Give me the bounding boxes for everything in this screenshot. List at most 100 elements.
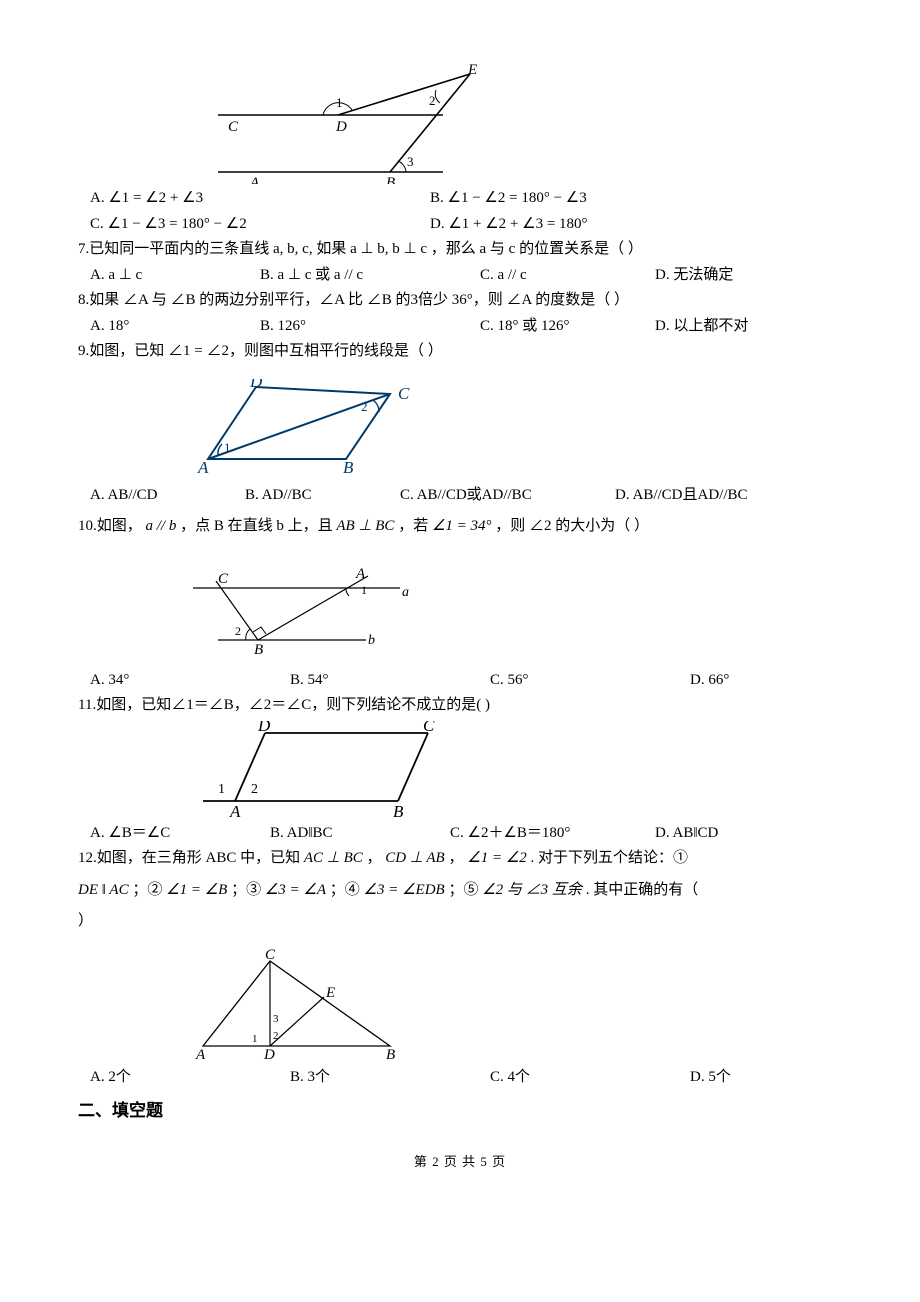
q10-rightangle [253,627,266,634]
label-e: E [467,64,477,78]
q12-s2: ， [367,850,382,866]
q7-optB: B. a ⊥ c 或 a // c [260,263,480,289]
q10-label-c: C [218,571,229,587]
q10-svg: C A B a b 1 2 [168,558,418,658]
q12-figure: 1 2 3 A B C D E [168,949,842,1061]
q11-ad [235,733,265,801]
q11-options: A. ∠B＝∠C B. AD‖BC C. ∠2＋∠B＝180° D. AB‖CD [78,821,842,847]
q9-label-c: C [398,384,410,403]
line-de [338,74,470,115]
q9-optB: B. AD//BC [245,483,400,509]
q12-s1: AC ⊥ BC [304,850,363,866]
q10-arc2 [246,629,250,640]
q7-optD: D. 无法确定 [655,263,733,289]
q12-l2-2: ∠1 = ∠B [166,882,227,898]
q6-optD: D. ∠1 + ∠2 + ∠3 = 180° [430,212,588,238]
q7-optA: A. a ⊥ c [90,263,260,289]
q10-figure: C A B a b 1 2 [168,558,842,658]
q6-optB: B. ∠1 − ∠2 = 180° − ∠3 [430,186,587,212]
q10-label-bline: b [368,633,375,648]
label-d: D [335,119,347,135]
q9-label-1: 1 [224,440,231,455]
q11-optC: C. ∠2＋∠B＝180° [450,821,655,847]
q7-optC: C. a // c [480,263,655,289]
q6-optA: A. ∠1 = ∠2 + ∠3 [90,186,430,212]
q10-options: A. 34° B. 54° C. 56° D. 66° [78,668,842,694]
q10-label-aline: a [402,585,409,600]
q12-l2-5: ；④ [330,882,364,898]
q12-l2-9: . 其中正确的有（ [586,882,699,898]
label-c: C [228,119,239,135]
q12-stem-l1: 12.如图，在三角形 ABC 中，已知 AC ⊥ BC ， CD ⊥ AB ， … [78,846,842,872]
q9-label-2: 2 [361,399,368,414]
q9-label-d: D [249,379,263,391]
arc2 [435,90,440,103]
q7-stem: 7.已知同一平面内的三条直线 a, b, c, 如果 a ⊥ b, b ⊥ c … [78,237,842,263]
q11-label-b: B [393,802,404,821]
q12-lb: B [386,1047,395,1061]
q11-stem: 11.如图，已知∠1＝∠B，∠2＝∠C，则下列结论不成立的是( ) [78,693,842,719]
q9-figure: D C A B 1 2 [168,379,842,475]
q11-label-2: 2 [251,782,258,797]
q7-options: A. a ⊥ c B. a ⊥ c 或 a // c C. a // c D. … [78,263,842,289]
label-3: 3 [407,154,414,169]
q11-label-c: C [423,721,435,735]
line-be [390,74,470,172]
q10-label-bpt: B [254,642,263,658]
q12-stem-l2: DE ‖ AC ；② ∠1 = ∠B ；③ ∠3 = ∠A ；④ ∠3 = ∠E… [78,878,842,904]
q10-t5: ∠1 = 34° [432,518,492,534]
q12-s6: . 对于下列五个结论：① [531,850,689,866]
q11-svg: D C A B 1 2 [188,721,458,821]
q8-options: A. 18° B. 126° C. 18° 或 126° D. 以上都不对 [78,314,842,340]
q12-l2-6: ∠3 = ∠EDB [364,882,445,898]
q8-optC: C. 18° 或 126° [480,314,655,340]
q6-options-row1: A. ∠1 = ∠2 + ∠3 B. ∠1 − ∠2 = 180° − ∠3 [78,186,842,212]
q9-stem: 9.如图，已知 ∠1 = ∠2，则图中互相平行的线段是（ ） [78,339,842,365]
exam-page: C D A B E 1 2 3 A. ∠1 = ∠2 + ∠3 B. ∠1 − … [0,0,920,1302]
label-2: 2 [429,93,436,108]
q12-l2-0: DE ‖ AC [78,882,129,898]
q12-n1: 1 [252,1033,258,1045]
q12-lc: C [265,949,276,963]
q10-optD: D. 66° [690,668,729,694]
q10-t3: AB ⊥ BC [336,518,394,534]
q9-optC: C. AB//CD或AD//BC [400,483,615,509]
q11-figure: D C A B 1 2 [188,721,842,821]
q8-optA: A. 18° [90,314,260,340]
q12-optC: C. 4个 [490,1065,690,1091]
label-b: B [386,175,395,184]
q10-t4: ，若 [398,518,432,534]
q12-le: E [325,985,335,1001]
q12-tri [203,961,390,1046]
q10-optB: B. 54° [290,668,490,694]
q12-l2-3: ；③ [231,882,265,898]
q10-t6: ，则 ∠2 的大小为（ ） [495,518,649,534]
q12-svg: 1 2 3 A B C D E [168,949,418,1061]
q12-s3: CD ⊥ AB [385,850,444,866]
q8-optD: D. 以上都不对 [655,314,748,340]
q8-optB: B. 126° [260,314,480,340]
q6-figure: C D A B E 1 2 3 [188,64,842,184]
q10-t0: 10.如图， [78,518,142,534]
q10-arc1 [346,588,349,596]
q9-svg: D C A B 1 2 [168,379,428,475]
q12-ld: D [263,1047,275,1061]
q12-optD: D. 5个 [690,1065,731,1091]
q9-optD: D. AB//CD且AD//BC [615,483,748,509]
label-1: 1 [336,95,343,110]
q11-label-1: 1 [218,782,225,797]
q11-label-a: A [229,802,241,821]
arc3 [398,161,406,172]
q6-svg: C D A B E 1 2 3 [188,64,488,184]
q11-optD: D. AB‖CD [655,821,718,847]
q9-options: A. AB//CD B. AD//BC C. AB//CD或AD//BC D. … [78,483,842,509]
seg-ba [258,576,368,640]
q12-n2: 2 [273,1030,279,1042]
q10-optC: C. 56° [490,668,690,694]
q12-s4: ， [448,850,463,866]
q8-stem: 8.如果 ∠A 与 ∠B 的两边分别平行，∠A 比 ∠B 的3倍少 36°，则 … [78,288,842,314]
q10-stem: 10.如图， a // b ，点 B 在直线 b 上，且 AB ⊥ BC ，若 … [78,514,842,540]
q10-t2: ，点 B 在直线 b 上，且 [180,518,336,534]
q6-optC: C. ∠1 − ∠3 = 180° − ∠2 [90,212,430,238]
q12-n3: 3 [273,1013,279,1025]
